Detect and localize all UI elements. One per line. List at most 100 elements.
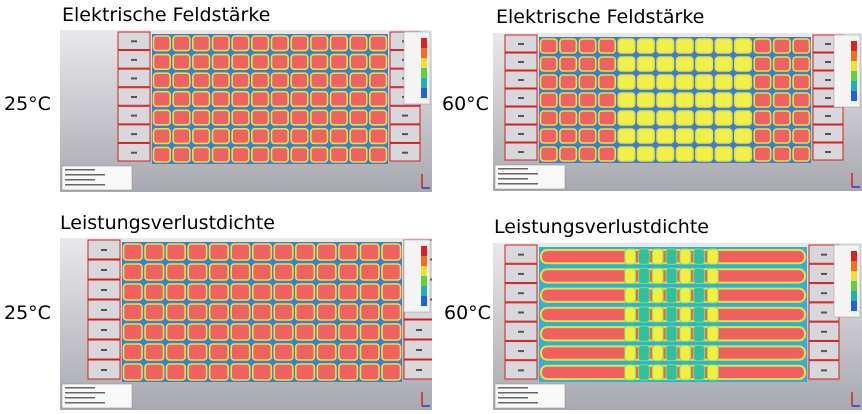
heat-cell xyxy=(165,283,186,301)
box-text xyxy=(131,96,137,98)
heat-cell xyxy=(338,363,359,381)
box-text xyxy=(518,369,524,372)
heat-cell xyxy=(617,128,636,144)
box-text xyxy=(825,97,831,99)
heat-cell xyxy=(369,109,388,126)
heat-cell xyxy=(772,56,791,72)
info-text xyxy=(498,387,528,389)
heat-cell xyxy=(172,128,191,145)
heat-cell xyxy=(290,146,309,163)
heat-cell xyxy=(714,110,733,126)
heat-cell xyxy=(636,128,655,144)
box-text xyxy=(518,311,524,314)
info-text xyxy=(65,392,105,394)
colorbar-segment xyxy=(421,246,427,256)
heat-cell xyxy=(578,110,597,126)
heat-cell xyxy=(290,109,309,126)
heat-cell xyxy=(349,90,368,108)
box-text xyxy=(101,369,107,371)
heat-cell xyxy=(369,90,388,108)
colorbar-segment xyxy=(851,61,857,71)
heat-cell xyxy=(338,323,359,341)
heat-cell xyxy=(624,325,637,342)
info-text xyxy=(498,173,538,175)
temperature-label: 25°C xyxy=(4,93,51,115)
heat-cell xyxy=(679,248,692,265)
colorbar-segment xyxy=(851,291,857,301)
box-text xyxy=(518,350,524,353)
heat-cell xyxy=(187,263,208,281)
heat-cell xyxy=(656,74,675,90)
heat-cell xyxy=(144,263,165,281)
box-text xyxy=(518,253,524,256)
box-text xyxy=(821,253,827,256)
box-text xyxy=(101,309,107,311)
info-text xyxy=(65,397,95,399)
heat-cell xyxy=(617,110,636,126)
heat-cell xyxy=(539,56,558,72)
heat-cell xyxy=(706,325,719,342)
colorbar-segment xyxy=(421,48,427,58)
heat-cell xyxy=(211,128,230,145)
heat-cell xyxy=(295,363,316,381)
heat-cell xyxy=(638,325,650,342)
heat-cell xyxy=(270,146,289,163)
heat-cell xyxy=(230,263,251,281)
colorbar-segment xyxy=(851,301,857,311)
heat-cell xyxy=(792,92,811,108)
heat-cell xyxy=(636,74,655,90)
heat-cell xyxy=(636,38,655,54)
heat-cell xyxy=(359,343,380,361)
heat-cell xyxy=(733,146,753,162)
heat-cell xyxy=(290,53,309,70)
heat-cell xyxy=(316,343,337,361)
heat-cell xyxy=(251,323,273,341)
heat-cell xyxy=(187,303,208,321)
heat-cell xyxy=(559,128,578,144)
heat-cell xyxy=(369,35,388,52)
heat-cell xyxy=(290,72,309,89)
heat-cell xyxy=(693,306,705,323)
heat-cell xyxy=(172,35,191,52)
colorbar-segment xyxy=(421,58,427,68)
box-text xyxy=(518,97,524,99)
heat-cell xyxy=(539,128,558,144)
heat-cell xyxy=(772,74,791,90)
heat-cell xyxy=(733,56,753,72)
heat-cell xyxy=(617,92,636,108)
heat-cell xyxy=(539,146,558,162)
heat-cell xyxy=(295,303,316,321)
heat-cell xyxy=(273,343,294,361)
heat-cell xyxy=(270,109,289,126)
box-text xyxy=(825,133,831,135)
heat-cell xyxy=(192,146,211,163)
box-text xyxy=(518,43,524,45)
heat-cell xyxy=(733,110,753,126)
heat-cell xyxy=(208,263,229,281)
heat-cell xyxy=(539,110,558,126)
heat-cell xyxy=(310,109,329,126)
heat-cell xyxy=(753,92,772,108)
heat-cell xyxy=(597,146,617,162)
heat-cell xyxy=(597,110,617,126)
colorbar-segment xyxy=(421,296,427,306)
box-text xyxy=(101,329,107,331)
heat-cell xyxy=(329,53,348,70)
heat-cell xyxy=(665,325,678,342)
box-text xyxy=(131,77,137,80)
heat-cell xyxy=(597,56,617,72)
heat-cell xyxy=(251,128,270,145)
info-text xyxy=(65,402,105,404)
heat-cell xyxy=(211,146,230,163)
heat-cell xyxy=(559,56,578,72)
heat-cell xyxy=(349,53,368,70)
info-text xyxy=(65,179,95,181)
heat-cell xyxy=(578,38,597,54)
heat-cell xyxy=(695,128,714,144)
heat-cell xyxy=(338,343,359,361)
heat-cell xyxy=(539,38,558,54)
heat-cell xyxy=(270,90,289,108)
heat-cell xyxy=(656,110,675,126)
colorbar-segment xyxy=(851,81,857,91)
